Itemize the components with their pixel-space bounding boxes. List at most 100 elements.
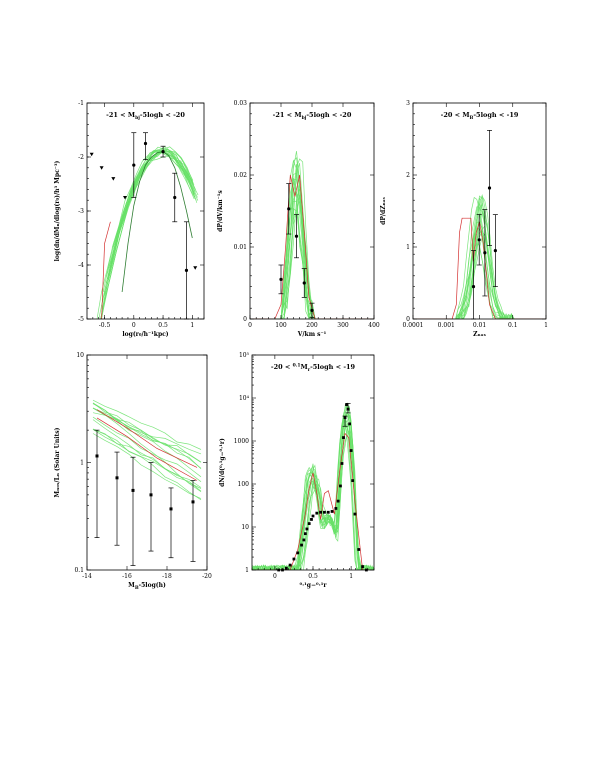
- data-point: [319, 510, 323, 514]
- x-tick-label: -14: [82, 573, 92, 580]
- upper-limit-marker: [99, 166, 104, 170]
- data-point: [487, 186, 492, 190]
- model-realisation-line: [252, 403, 374, 570]
- model-realisation-line: [92, 402, 202, 463]
- y-tick-label: -4: [78, 262, 84, 269]
- y-tick-label: 2: [406, 172, 410, 179]
- panel-size-function: -0.5 0 0.5 1 -5 -4 -3 -2 -1 -21 < Mbj-5logh < -20…: [54, 100, 205, 338]
- mean-model-line: [121, 151, 193, 293]
- model-realisation-line: [250, 178, 374, 319]
- x-tick-label: -16: [122, 573, 132, 580]
- data-point: [340, 462, 344, 465]
- x-axis-label: log(r₀/h⁻¹kpc): [122, 331, 168, 338]
- data-point: [288, 563, 292, 567]
- model-realisation-line: [250, 150, 374, 319]
- x-axis-label: ⁰·¹g−⁰·¹r: [299, 582, 327, 589]
- data-point: [131, 488, 135, 492]
- model-lines: [250, 150, 374, 319]
- title-part: -5logh < -19: [473, 111, 518, 119]
- data-point: [315, 511, 319, 515]
- x-tick-label: 0.1: [508, 322, 518, 329]
- x-tick-label: 0.5: [158, 322, 168, 329]
- plot-frame: [251, 354, 375, 571]
- data-point: [345, 403, 348, 407]
- x-tick-label: -18: [162, 573, 172, 580]
- title-sup: 0.1: [293, 363, 301, 369]
- y-tick-label: 0.1: [74, 567, 84, 574]
- panel-velocity: 0 100 200 300 400 0 0.01 0.02 0.03 -21 < Mbj-5log…: [217, 100, 380, 338]
- model-realisation-line: [413, 194, 544, 319]
- data-point: [310, 308, 314, 312]
- red-model-line: [101, 221, 111, 319]
- data-point: [303, 532, 307, 536]
- model-realisation-line: [413, 209, 544, 319]
- data-point: [310, 518, 313, 521]
- model-realisation-line: [92, 407, 202, 469]
- model-realisation-line: [250, 188, 374, 319]
- model-realisation-line: [92, 433, 202, 499]
- model-realisation-line: [98, 150, 193, 319]
- xlabel-sub: B: [135, 585, 139, 591]
- model-realisation-line: [250, 158, 374, 319]
- data-point: [115, 476, 119, 480]
- model-realisation-line: [92, 412, 202, 455]
- panel-title: -21 < Mbj-5logh < -20: [106, 111, 185, 121]
- model-realisation-line: [250, 156, 374, 319]
- x-tick-label: 0.001: [438, 322, 455, 329]
- panel-colour: 0 0.5 1 1 10 100 1000 10⁴ 10⁵ -20 < 0.1Mr-5logh <…: [219, 352, 375, 589]
- data-point: [169, 507, 173, 511]
- model-realisation-line: [250, 177, 374, 319]
- data-point: [281, 568, 284, 572]
- data-point: [132, 163, 136, 167]
- data-point: [477, 238, 481, 242]
- model-realisation-line: [250, 181, 374, 319]
- y-tick-label: 0: [243, 316, 247, 323]
- y-tick-label: 10: [241, 524, 249, 531]
- data-point: [95, 454, 99, 458]
- x-tick-label: 400: [368, 322, 380, 329]
- x-axis-label: V/km s⁻¹: [297, 331, 327, 338]
- y-axis-label: log(dn/dMₙ/dlog(r₀)/h³ Mpc⁻³): [54, 160, 61, 261]
- data-point: [326, 510, 330, 514]
- model-realisation-line: [250, 163, 374, 319]
- upper-limit-marker: [123, 196, 128, 200]
- model-realisation-line: [413, 195, 544, 319]
- model-lines: [92, 399, 202, 501]
- data-point: [361, 565, 364, 568]
- y-tick-label: 0.02: [234, 172, 248, 179]
- data-point: [173, 195, 177, 200]
- plot-frame: [86, 354, 208, 571]
- panel-title: -20 < 0.1Mr-5logh < -19: [271, 363, 356, 374]
- x-tick-label: 0: [132, 322, 136, 329]
- model-realisation-line: [413, 225, 544, 319]
- model-realisation-line: [250, 182, 374, 319]
- panel-title: -21 < Mbj-5logh < -20: [273, 111, 352, 121]
- x-tick-label: 100: [275, 322, 287, 329]
- data-point: [353, 512, 357, 516]
- data-point: [323, 510, 326, 514]
- data-point: [300, 543, 303, 547]
- title-part: M: [300, 363, 307, 371]
- xlabel-part: -5log(h): [139, 582, 166, 589]
- xlabel-part: M: [128, 582, 135, 589]
- data-point: [296, 551, 300, 555]
- data-point: [302, 281, 306, 285]
- y-tick-label: 1: [245, 567, 249, 574]
- y-axis-label: Mₙₒₛ/Lₙ (Solar Units): [54, 427, 61, 497]
- model-realisation-line: [92, 399, 202, 450]
- model-realisation-line: [413, 227, 544, 319]
- title-sub: bj: [302, 115, 307, 121]
- model-realisation-line: [92, 402, 202, 478]
- model-realisation-line: [101, 151, 196, 307]
- title-part: -20 <: [271, 363, 293, 371]
- y-tick-label: -2: [78, 154, 84, 161]
- model-realisation-line: [92, 428, 202, 501]
- data-point: [284, 566, 288, 570]
- y-tick-label: 10: [76, 352, 84, 359]
- model-realisation-line: [413, 233, 544, 319]
- model-realisation-line: [96, 149, 196, 319]
- model-realisation-line: [413, 202, 544, 319]
- red-model-line: [96, 417, 198, 481]
- data-point: [287, 207, 291, 211]
